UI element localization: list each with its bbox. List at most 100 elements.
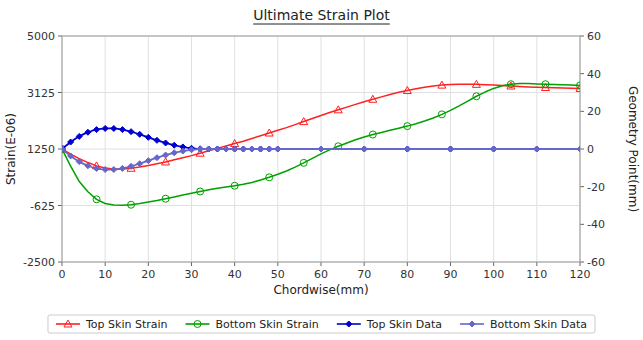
y-tick-label: 5000	[27, 30, 55, 43]
legend-label: Bottom Skin Strain	[216, 318, 319, 331]
grid	[62, 36, 580, 262]
y2-tick	[580, 36, 584, 37]
y2-tick	[580, 262, 584, 263]
y2-tick	[580, 224, 584, 225]
x-tick-label: 50	[271, 268, 285, 281]
y2-tick-label: -20	[587, 181, 605, 194]
marker	[68, 139, 74, 145]
marker	[162, 195, 169, 202]
marker	[404, 146, 410, 152]
marker	[154, 137, 160, 143]
marker	[189, 147, 195, 153]
marker	[154, 155, 160, 161]
marker	[275, 146, 281, 152]
marker	[223, 146, 229, 152]
y2-tick-label: -40	[587, 218, 605, 231]
series	[62, 125, 580, 152]
x-tick	[234, 262, 235, 266]
chart: 0102030405060708090100110120-2500-625125…	[0, 0, 643, 340]
marker	[171, 142, 177, 148]
marker	[214, 146, 220, 152]
x-tick	[364, 262, 365, 266]
legend-label: Bottom Skin Data	[490, 318, 587, 331]
x-tick	[62, 262, 63, 266]
marker	[369, 95, 377, 102]
marker	[163, 152, 169, 158]
marker	[197, 188, 204, 195]
marker	[93, 196, 100, 203]
marker	[232, 146, 238, 152]
legend-label: Top Skin Data	[366, 318, 442, 331]
marker	[258, 146, 264, 152]
marker	[577, 146, 580, 152]
y2-tick-label: 60	[587, 30, 601, 43]
marker	[111, 167, 117, 173]
legend-marker	[194, 321, 201, 328]
marker	[491, 146, 497, 152]
marker	[249, 146, 255, 152]
y2-tick	[580, 73, 584, 74]
legend-marker	[469, 321, 475, 327]
marker	[438, 81, 446, 88]
y2-tick-label: 20	[587, 105, 601, 118]
marker	[68, 153, 74, 159]
marker	[223, 146, 229, 152]
marker	[76, 133, 82, 139]
x-axis-label: Chordwise(mm)	[273, 283, 368, 297]
x-tick	[407, 262, 408, 266]
marker	[119, 127, 125, 133]
background	[0, 0, 643, 340]
marker	[448, 146, 454, 152]
x-tick-label: 100	[483, 268, 504, 281]
y-grid-line	[62, 92, 580, 93]
marker	[249, 146, 255, 152]
legend-item: Bottom Skin Data	[460, 318, 587, 331]
y2-tick-label: 0	[587, 143, 594, 156]
y2-tick-label: -60	[587, 256, 605, 269]
marker	[361, 146, 367, 152]
y-tick-label: 1250	[27, 143, 55, 156]
marker	[473, 93, 480, 100]
legend: Top Skin Strain Bottom Skin Strain Top Ski…	[56, 318, 587, 331]
marker	[145, 158, 151, 164]
marker	[180, 148, 186, 154]
series	[62, 146, 580, 173]
marker	[76, 159, 82, 165]
x-tick-label: 70	[357, 268, 371, 281]
y-axis-label: Strain(E-06)	[4, 113, 18, 185]
marker	[472, 80, 480, 87]
marker	[197, 146, 203, 152]
marker	[119, 165, 125, 171]
marker	[275, 146, 281, 152]
marker	[266, 146, 272, 152]
marker	[334, 106, 342, 113]
title-underline	[253, 24, 390, 25]
marker	[206, 146, 212, 152]
marker	[300, 159, 307, 166]
marker	[145, 134, 151, 140]
y-grid-line	[62, 205, 580, 206]
marker	[102, 167, 108, 173]
title: Ultimate Strain Plot	[253, 7, 390, 23]
marker	[206, 146, 212, 152]
x-tick	[493, 262, 494, 266]
marker	[534, 146, 540, 152]
marker	[534, 146, 540, 152]
marker	[361, 146, 367, 152]
marker	[403, 87, 411, 94]
marker	[62, 146, 65, 152]
marker	[163, 140, 169, 146]
marker	[404, 123, 411, 130]
x-tick-label: 110	[526, 268, 547, 281]
marker	[214, 146, 220, 152]
legend-label: Top Skin Strain	[85, 318, 168, 331]
legend-item: Top Skin Strain	[56, 318, 168, 331]
x-tick-label: 120	[570, 268, 591, 281]
legend-swatch	[186, 323, 210, 325]
marker	[85, 163, 91, 169]
series-line	[62, 84, 580, 206]
marker	[128, 163, 134, 169]
y-tick-label: -2500	[23, 256, 55, 269]
x-tick-label: 90	[444, 268, 458, 281]
marker	[577, 146, 580, 152]
